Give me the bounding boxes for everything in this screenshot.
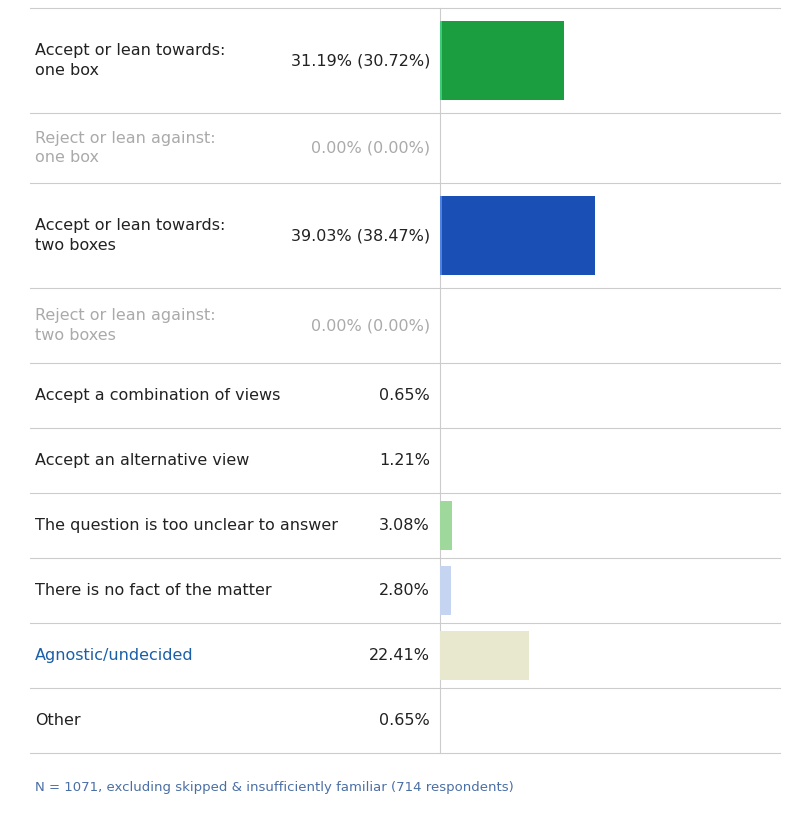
Text: 0.00% (0.00%): 0.00% (0.00%) (311, 140, 430, 155)
Bar (442, 196, 595, 275)
Text: N = 1071, excluding skipped & insufficiently familiar (714 respondents): N = 1071, excluding skipped & insufficie… (35, 781, 514, 794)
Text: 22.41%: 22.41% (369, 648, 430, 663)
Bar (440, 566, 451, 615)
Text: There is no fact of the matter: There is no fact of the matter (35, 583, 272, 598)
Bar (440, 631, 529, 680)
Text: 2.80%: 2.80% (379, 583, 430, 598)
Text: 39.03% (38.47%): 39.03% (38.47%) (291, 228, 430, 243)
Text: Reject or lean against:
two boxes: Reject or lean against: two boxes (35, 309, 216, 343)
Text: 0.65%: 0.65% (379, 388, 430, 403)
Text: Accept an alternative view: Accept an alternative view (35, 453, 250, 468)
Text: 0.00% (0.00%): 0.00% (0.00%) (311, 318, 430, 333)
Text: 3.08%: 3.08% (379, 518, 430, 533)
Bar (440, 196, 442, 275)
Bar (440, 501, 452, 550)
Text: Agnostic/undecided: Agnostic/undecided (35, 648, 194, 663)
Text: Accept or lean towards:
two boxes: Accept or lean towards: two boxes (35, 219, 226, 253)
Text: 0.65%: 0.65% (379, 713, 430, 728)
Bar (442, 21, 564, 100)
Text: Accept a combination of views: Accept a combination of views (35, 388, 280, 403)
Text: 31.19% (30.72%): 31.19% (30.72%) (290, 53, 430, 68)
Text: The question is too unclear to answer: The question is too unclear to answer (35, 518, 338, 533)
Text: Reject or lean against:
one box: Reject or lean against: one box (35, 131, 216, 165)
Text: Other: Other (35, 713, 81, 728)
Text: 1.21%: 1.21% (379, 453, 430, 468)
Text: Accept or lean towards:
one box: Accept or lean towards: one box (35, 43, 226, 78)
Bar (440, 21, 442, 100)
